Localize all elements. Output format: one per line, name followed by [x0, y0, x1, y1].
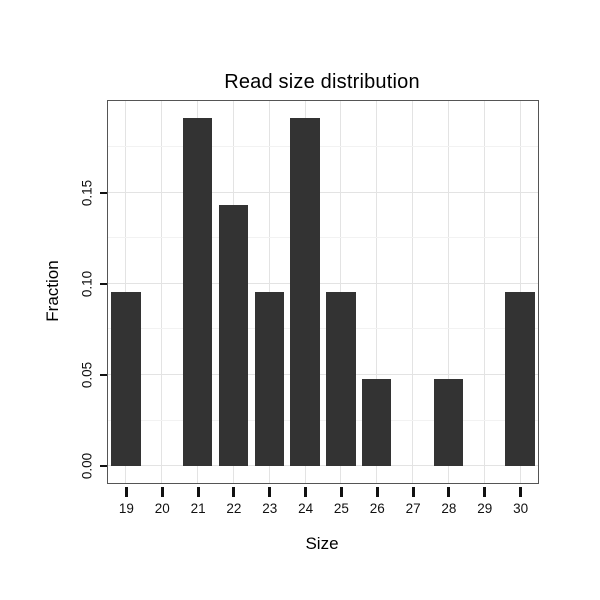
plot-panel: [107, 100, 539, 484]
x-tick-label: 23: [262, 501, 278, 516]
x-tick-label: 21: [190, 501, 206, 516]
x-tick: [196, 487, 200, 497]
y-tick: [100, 374, 107, 376]
bar: [433, 378, 464, 466]
minor-gridline: [108, 328, 538, 330]
bar: [182, 118, 213, 466]
x-tick: [447, 487, 451, 497]
x-tick-label: 22: [226, 501, 242, 516]
x-axis-label: Size: [305, 534, 339, 553]
y-tick-label: 0.10: [79, 270, 95, 297]
major-gridline: [108, 374, 538, 375]
y-tick-label: 0.05: [79, 361, 95, 389]
x-tick: [339, 487, 343, 497]
vertical-gridline: [412, 101, 414, 483]
bar: [254, 292, 284, 466]
x-tick-label: 19: [118, 501, 134, 516]
x-tick: [375, 487, 379, 497]
vertical-gridline: [376, 101, 378, 483]
x-tick: [519, 487, 523, 497]
vertical-gridline: [483, 101, 485, 483]
x-tick-label: 26: [369, 501, 385, 516]
x-tick-label: 24: [298, 501, 314, 516]
minor-gridline: [108, 419, 538, 421]
x-tick-label: 27: [405, 501, 421, 516]
vertical-gridline: [340, 101, 342, 483]
x-tick-label: 30: [513, 501, 529, 516]
major-gridline: [108, 191, 538, 193]
x-tick-label: 20: [154, 501, 170, 516]
bar: [505, 292, 535, 466]
vertical-gridline: [268, 101, 270, 483]
vertical-gridline: [519, 101, 521, 483]
vertical-gridline: [161, 101, 163, 483]
chart-title: Read size distribution: [224, 71, 420, 93]
x-tick: [232, 487, 236, 497]
bar: [111, 292, 141, 466]
major-gridline: [108, 465, 538, 467]
x-tick: [268, 487, 272, 497]
bar: [326, 292, 356, 466]
y-tick: [100, 191, 107, 194]
x-tick: [411, 487, 415, 497]
y-tick: [100, 465, 107, 468]
x-tick-label: 29: [477, 501, 493, 516]
vertical-gridline: [447, 101, 449, 483]
y-tick: [100, 282, 107, 285]
x-tick-label: 25: [333, 501, 349, 516]
y-axis-label: Fraction: [43, 260, 62, 322]
y-tick-label: 0.15: [79, 179, 95, 206]
y-tick-label: 0.00: [79, 453, 95, 480]
bar: [290, 118, 320, 466]
x-tick: [304, 487, 308, 497]
x-tick: [160, 487, 164, 497]
x-tick-label: 28: [441, 501, 457, 516]
minor-gridline: [108, 146, 538, 148]
vertical-gridline: [125, 101, 127, 483]
major-gridline: [108, 282, 538, 284]
bar: [218, 205, 249, 466]
bar: [362, 378, 392, 466]
x-tick: [483, 487, 487, 497]
x-tick: [124, 487, 128, 497]
minor-gridline: [108, 237, 538, 239]
